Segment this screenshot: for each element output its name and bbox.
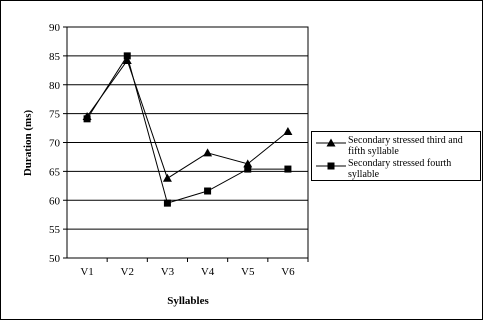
- square-data-point: [204, 187, 212, 195]
- y-tick-label: 50: [49, 253, 61, 265]
- triangle-marker-icon: [316, 138, 346, 147]
- square-data-point: [163, 199, 171, 207]
- square-data-point: [284, 165, 292, 173]
- grid-layer: [67, 55, 308, 230]
- triangle-data-point: [243, 159, 253, 168]
- square-marker-icon: [316, 162, 346, 170]
- x-tick-label: V3: [161, 266, 175, 278]
- triangle-data-point: [203, 148, 213, 157]
- y-tick-label: 75: [49, 109, 61, 121]
- legend-label: Secondary stressed third and fifth sylla…: [348, 135, 463, 157]
- triangle-data-point: [283, 127, 293, 136]
- square-data-point: [244, 165, 252, 173]
- square-data-point: [83, 115, 91, 123]
- y-tick-label: 80: [49, 80, 61, 92]
- legend: Secondary stressed third and fifth sylla…: [311, 131, 481, 181]
- legend-label: Secondary stressed fourth syllable: [348, 158, 452, 180]
- y-tick-labels: 50 55 60 65 70 75 80 85 90: [49, 22, 67, 265]
- y-tick-label: 90: [49, 22, 61, 34]
- series-line: [86, 54, 288, 204]
- legend-item-triangle: Secondary stressed third and fifth sylla…: [312, 135, 480, 159]
- series-layer: [82, 52, 293, 207]
- y-tick-label: 60: [49, 195, 61, 207]
- series-line: [86, 59, 289, 180]
- x-tick-label: V5: [241, 266, 255, 278]
- x-tick-label: V6: [281, 266, 295, 278]
- x-tick-label: V1: [80, 266, 93, 278]
- x-tick-labels: V1 V2 V3 V4 V5 V6: [80, 258, 309, 278]
- x-axis-title: Syllables: [167, 295, 209, 307]
- square-data-point: [123, 52, 131, 60]
- legend-item-square: Secondary stressed fourth syllable: [312, 158, 480, 182]
- y-tick-label: 70: [49, 138, 61, 150]
- x-tick-label: V2: [121, 266, 134, 278]
- y-tick-label: 55: [49, 224, 61, 236]
- y-tick-label: 65: [49, 166, 61, 178]
- triangle-data-point: [122, 55, 132, 64]
- y-tick-label: 85: [49, 51, 61, 63]
- triangle-data-point: [162, 173, 172, 182]
- x-tick-label: V4: [201, 266, 215, 278]
- y-axis-title: Duration (ms): [22, 110, 34, 177]
